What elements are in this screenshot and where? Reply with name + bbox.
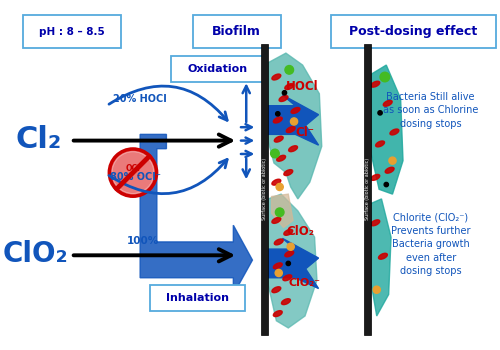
Ellipse shape [286,127,295,133]
Ellipse shape [371,220,380,226]
Ellipse shape [274,136,283,142]
FancyArrowPatch shape [242,86,250,122]
Text: Oxidation: Oxidation [188,64,248,74]
Text: 20% HOCl: 20% HOCl [114,93,167,104]
Text: Chlorite (ClO₂⁻)
Prevents further
Bacteria growth
even after
dosing stops: Chlorite (ClO₂⁻) Prevents further Bacter… [391,213,470,276]
FancyArrowPatch shape [109,160,227,194]
FancyArrowPatch shape [241,151,252,157]
Text: ClO₂: ClO₂ [3,240,68,268]
Circle shape [275,270,282,276]
Polygon shape [268,194,317,328]
Circle shape [276,183,283,190]
Ellipse shape [274,263,282,269]
Text: Surface (biotic or abiotic): Surface (biotic or abiotic) [364,158,370,220]
Text: ⁻: ⁻ [137,174,140,180]
Polygon shape [272,194,293,228]
Text: HOCl: HOCl [286,80,318,93]
FancyBboxPatch shape [171,56,264,82]
Ellipse shape [272,179,281,185]
Circle shape [380,72,390,82]
Ellipse shape [291,107,300,113]
Circle shape [276,112,280,116]
Circle shape [384,182,388,187]
Circle shape [286,261,290,266]
Text: Surface (biotic or abiotic): Surface (biotic or abiotic) [262,158,267,220]
Ellipse shape [274,239,283,245]
Ellipse shape [390,129,399,135]
Text: Bacteria Still alive
as soon as Chlorine
dosing stops: Bacteria Still alive as soon as Chlorine… [383,92,478,129]
FancyBboxPatch shape [150,285,246,311]
Text: 100%: 100% [126,236,158,246]
Ellipse shape [279,96,288,102]
Text: Inhalation: Inhalation [166,293,229,303]
Circle shape [378,111,382,115]
Ellipse shape [272,74,281,80]
FancyBboxPatch shape [364,43,370,335]
Ellipse shape [284,170,292,176]
Ellipse shape [285,84,294,90]
Polygon shape [268,95,318,145]
FancyBboxPatch shape [332,15,496,48]
Polygon shape [140,134,252,294]
Text: ClO₂⁻: ClO₂⁻ [288,278,320,288]
Circle shape [285,65,294,74]
Circle shape [287,243,294,250]
Circle shape [270,149,279,158]
FancyBboxPatch shape [260,43,268,335]
Ellipse shape [272,287,281,293]
Text: pH : 8 – 8.5: pH : 8 – 8.5 [39,27,104,37]
Ellipse shape [285,251,294,257]
Ellipse shape [288,146,298,152]
Ellipse shape [378,253,388,259]
Ellipse shape [376,141,384,147]
Ellipse shape [384,100,392,106]
Circle shape [373,286,380,293]
Circle shape [282,91,286,95]
Circle shape [112,152,154,194]
Ellipse shape [283,275,292,281]
Circle shape [389,157,396,164]
Ellipse shape [274,311,282,317]
Ellipse shape [284,229,292,235]
Ellipse shape [385,167,394,173]
Circle shape [276,208,284,217]
Ellipse shape [272,217,281,223]
Ellipse shape [371,174,380,180]
Circle shape [290,118,298,125]
FancyArrowPatch shape [109,86,227,120]
Text: Cl⁻: Cl⁻ [296,126,314,139]
Text: 80% OCl⁻: 80% OCl⁻ [110,173,161,182]
Ellipse shape [274,117,282,123]
Text: Post-dosing effect: Post-dosing effect [350,25,478,38]
Ellipse shape [371,81,380,87]
Text: ClO₂: ClO₂ [286,225,314,238]
FancyBboxPatch shape [23,15,121,48]
FancyArrowPatch shape [241,138,252,144]
Text: OCl: OCl [126,164,140,173]
Polygon shape [268,238,318,288]
Polygon shape [370,65,403,194]
Text: Biofilm: Biofilm [212,25,261,38]
FancyArrowPatch shape [242,159,250,177]
FancyArrowPatch shape [241,124,252,130]
Ellipse shape [282,299,290,304]
Circle shape [110,150,156,196]
Ellipse shape [276,155,285,161]
Text: Cl₂: Cl₂ [16,125,62,154]
Polygon shape [370,199,391,316]
FancyBboxPatch shape [192,15,281,48]
Polygon shape [268,53,322,199]
